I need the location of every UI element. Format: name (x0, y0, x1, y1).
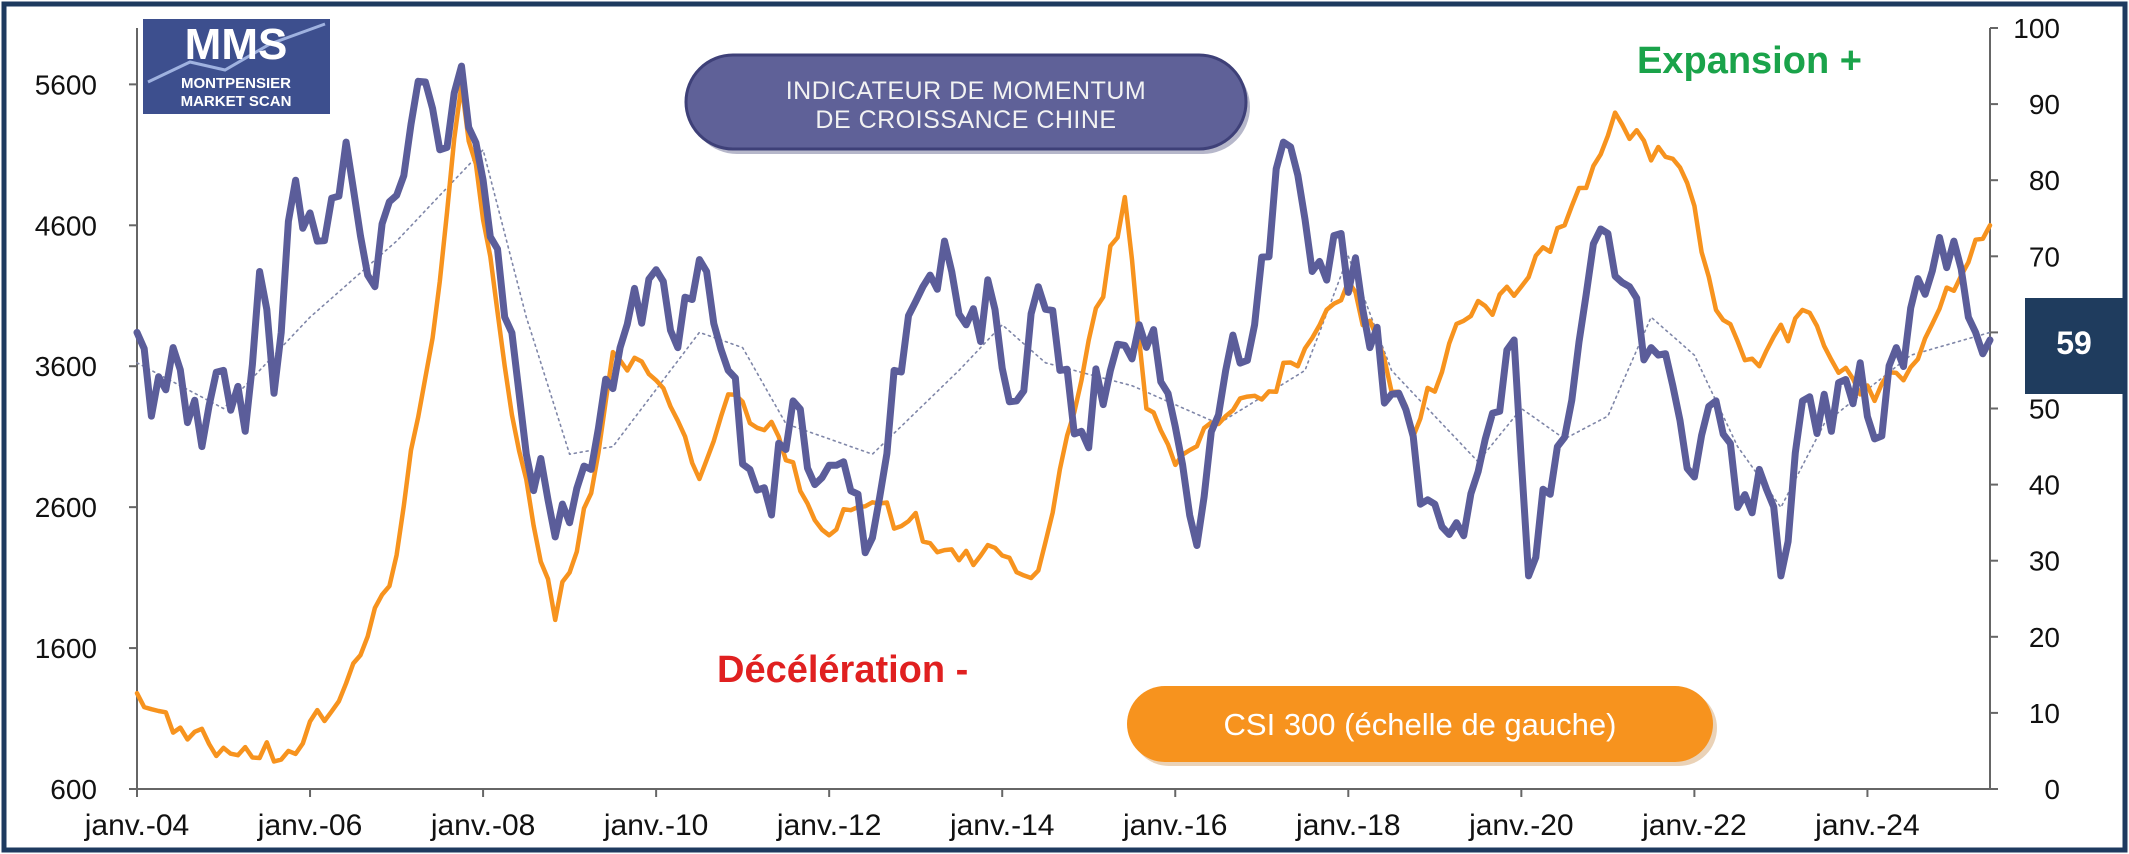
right-tick-label: 30 (2029, 546, 2060, 577)
title-line-1: INDICATEUR DE MOMENTUM (786, 77, 1147, 105)
mms-logo: MMS MONTPENSIER MARKET SCAN (143, 19, 330, 114)
csi-legend-pill (1127, 686, 1713, 762)
left-axis-ticks: 600 1600 2600 3600 4600 5600 (35, 69, 137, 805)
right-tick-label: 50 (2029, 394, 2060, 425)
left-tick-label: 600 (50, 774, 97, 805)
x-tick-label: janv.-18 (1295, 809, 1401, 842)
left-tick-label: 4600 (35, 210, 97, 241)
last-value-text: 59 (2056, 325, 2092, 361)
left-tick-label: 5600 (35, 69, 97, 100)
x-tick-label: janv.-24 (1814, 809, 1920, 842)
right-tick-label: 100 (2013, 13, 2060, 44)
logo-chart-glyph (147, 22, 326, 84)
right-tick-label: 0 (2044, 774, 2060, 805)
logo-line1: MONTPENSIER (181, 75, 291, 92)
title-badge: INDICATEUR DE MOMENTUM DE CROISSANCE CHI… (684, 53, 1250, 154)
right-tick-label: 20 (2029, 622, 2060, 653)
title-badge-pill (684, 53, 1248, 151)
csi-legend-label: CSI 300 (échelle de gauche) (1224, 707, 1617, 742)
right-tick-label: 80 (2029, 165, 2060, 196)
x-tick-label: janv.-22 (1641, 809, 1747, 842)
right-tick-label: 10 (2029, 698, 2060, 729)
x-tick-label: janv.-12 (776, 809, 882, 842)
left-tick-label: 2600 (35, 492, 97, 523)
deceleration-label: Décélération - (717, 649, 968, 691)
x-tick-label: janv.-16 (1122, 809, 1228, 842)
right-tick-label: 70 (2029, 241, 2060, 272)
last-value-box (2025, 298, 2123, 394)
x-tick-label: janv.-20 (1468, 809, 1574, 842)
csi-legend-badge: CSI 300 (échelle de gauche) (1127, 686, 1717, 766)
left-tick-label: 3600 (35, 351, 97, 382)
x-tick-label: janv.-04 (84, 809, 190, 842)
logo-abbr: MMS (185, 20, 288, 69)
right-tick-label: 40 (2029, 470, 2060, 501)
series-layer (133, 62, 1994, 764)
logo-line2: MARKET SCAN (181, 93, 292, 110)
x-tick-label: janv.-14 (949, 809, 1055, 842)
x-axis-ticks: janv.-04 janv.-06 janv.-08 janv.-10 janv.-12… (84, 789, 1920, 842)
expansion-label: Expansion + (1637, 40, 1862, 82)
x-tick-label: janv.-10 (603, 809, 709, 842)
right-tick-label: 90 (2029, 89, 2060, 120)
x-tick-label: janv.-06 (257, 809, 363, 842)
title-line-2: DE CROISSANCE CHINE (815, 106, 1116, 134)
momentum-indicator-line (133, 62, 1994, 580)
x-tick-label: janv.-08 (430, 809, 536, 842)
left-tick-label: 1600 (35, 633, 97, 664)
csi300-line (134, 82, 1993, 764)
